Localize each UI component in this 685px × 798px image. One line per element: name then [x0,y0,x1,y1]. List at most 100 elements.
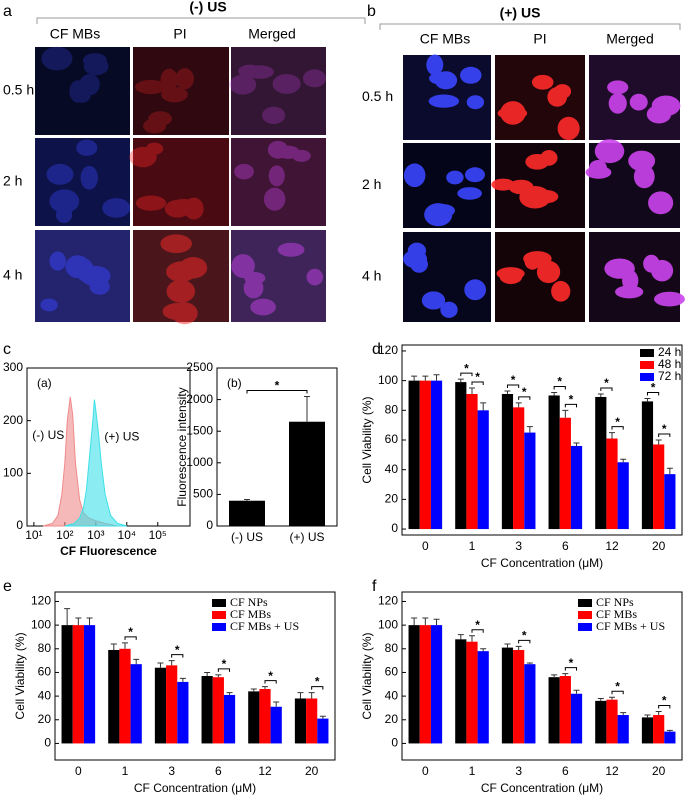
significance-bracket [518,639,531,644]
cells [231,242,324,316]
cell [75,258,94,282]
cell [79,73,100,96]
cell [496,267,525,280]
bar [83,625,96,744]
bar [130,664,142,744]
cell [160,234,193,254]
error-bar [655,439,662,445]
x-tick-label: 0 [422,764,429,778]
x-tick-label: (-) US [231,530,263,544]
significance-label: * [615,679,620,693]
histogram-area [64,399,127,527]
legend-swatch [212,623,226,631]
bar [289,421,325,526]
y-tick-label: 500 [193,487,213,501]
significance-bracket [600,387,613,391]
y-tick-label: 1500 [186,423,213,437]
bar [455,639,467,744]
bar [559,417,571,530]
cell [267,140,289,159]
cell [263,187,286,211]
y-tick-label: 80 [38,641,52,655]
cell [41,46,73,71]
bar [166,665,178,744]
cell [143,118,167,134]
significance-label: * [569,656,574,670]
micrograph [35,138,130,226]
cell [56,206,73,224]
bar [306,698,318,744]
column-header: PI [173,26,186,42]
error-bar [480,648,487,652]
bar [223,694,236,744]
cell [175,68,194,90]
micrograph [35,230,130,322]
significance-bracket [658,433,671,437]
significance-bracket [553,386,566,390]
y-tick-label: 60 [385,432,399,446]
cell [491,178,515,191]
cell [407,242,427,259]
cell [519,186,551,209]
x-tick-label: 6 [562,764,569,778]
cells [234,140,311,211]
cell [169,198,199,213]
significance-label: * [522,385,527,399]
y-tick-label: 0 [44,736,51,750]
significance-label: * [557,375,562,389]
cell [629,93,648,111]
cells [41,46,109,103]
error-bar [515,402,522,408]
legend-swatch [212,611,226,619]
group-title: (+) US [500,5,541,21]
cell [306,268,324,286]
error-bar [597,697,604,701]
significance-bracket [460,372,473,377]
y-tick-label: 2000 [186,392,213,406]
error-bar [133,658,140,665]
header-bracket [379,23,681,30]
legend-swatch [640,373,654,381]
bar [559,676,571,744]
error-bar [457,378,464,383]
cell [410,255,428,273]
x-tick-label: 3 [515,539,522,553]
significance-label: * [128,625,133,639]
cell [72,87,91,103]
cell [135,195,167,211]
cell [129,146,157,168]
error-bar [644,397,651,402]
bar [317,718,329,744]
y-axis-label: Cell Viability (%) [360,632,374,719]
error-bar [226,692,233,695]
cell [160,68,178,92]
cells [426,54,485,110]
column-header: Merged [248,26,295,42]
bar [513,407,525,530]
error-bar [562,409,569,418]
bar [466,641,478,744]
row-label: 0.5 h [362,88,393,104]
row-label: 0.5 h [3,82,34,98]
y-tick-label: 80 [385,402,399,416]
y-tick-label: 120 [378,594,398,608]
cells [604,254,685,307]
y-tick-label: 100 [3,466,23,480]
cell [234,163,254,180]
legend-swatch [578,623,592,631]
bar [72,625,84,744]
cell [429,72,452,85]
significance-bracket [611,690,624,695]
error-bar [666,467,673,475]
cells [403,242,486,318]
significance-label: * [662,422,667,436]
error-bar [433,374,440,381]
y-tick-label: 40 [385,688,399,702]
bar [419,625,431,744]
significance-label: * [662,694,667,708]
cell [460,66,482,84]
micrograph [133,47,229,135]
error-bar [308,692,315,699]
panel-letter: f [372,578,377,595]
cell [171,302,198,325]
